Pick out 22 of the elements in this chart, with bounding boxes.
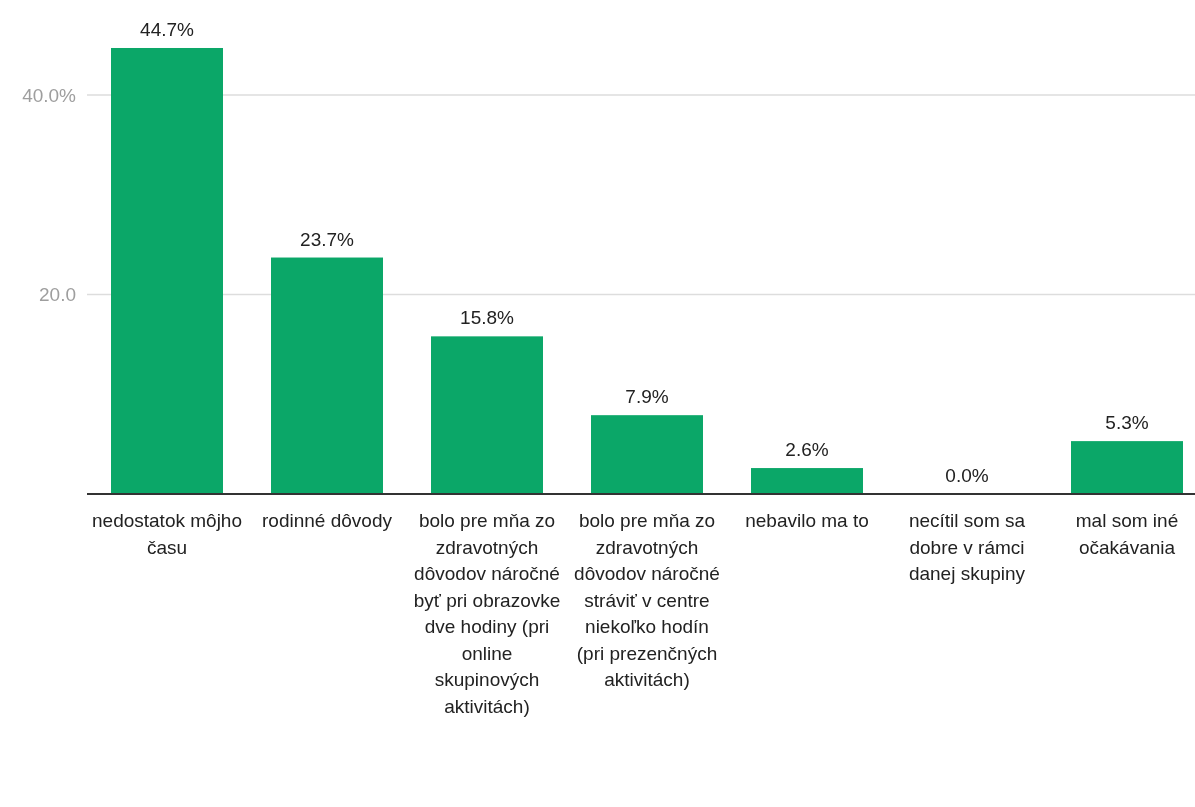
x-tick-label: mal som iné očakávania	[1075, 510, 1179, 558]
data-label: 2.6%	[785, 439, 829, 461]
data-label: 5.3%	[1105, 412, 1149, 434]
bar	[1071, 441, 1183, 494]
y-tick-label: 20.0	[39, 284, 76, 306]
bar	[271, 257, 383, 494]
x-tick-label: nedostatok môjho času	[92, 510, 242, 558]
bar	[431, 336, 543, 494]
x-tick-label: rodinné dôvody	[262, 510, 393, 531]
data-label: 0.0%	[945, 465, 989, 486]
data-label: 7.9%	[625, 386, 669, 408]
bar	[751, 468, 863, 494]
data-label: 23.7%	[300, 228, 355, 250]
y-tick-label: 40.0%	[22, 84, 77, 106]
x-tick-label: necítil som sa dobre v rámci danej skupiny	[908, 510, 1026, 584]
data-label: 15.8%	[460, 307, 515, 329]
x-tick-label: bolo pre mňa zo zdravotných dôvodov náročné byť pri obrazovke dve hodiny (pri online skupinových aktivitách)	[413, 510, 561, 717]
bar	[111, 47, 223, 494]
data-label: 44.7%	[140, 18, 195, 40]
x-tick-label: nebavilo ma to	[745, 510, 869, 531]
x-tick-label: bolo pre mňa zo zdravotných dôvodov náročné stráviť v centre niekoľko hodín (pri prezenčných aktivitách)	[574, 510, 720, 690]
bar	[591, 415, 703, 494]
